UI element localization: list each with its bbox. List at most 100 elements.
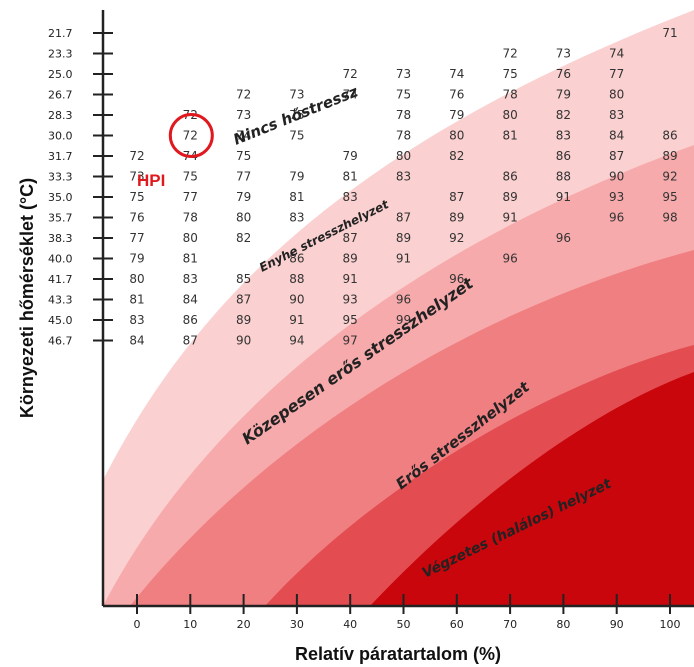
heat-index-value: 92 — [662, 170, 677, 184]
heat-index-value: 74 — [609, 47, 624, 61]
heat-index-value: 82 — [556, 108, 571, 122]
heat-index-value: 90 — [289, 293, 304, 307]
heat-index-value: 79 — [236, 190, 251, 204]
heat-index-value: 79 — [343, 149, 358, 163]
heat-index-value: 86 — [556, 149, 571, 163]
heat-index-value: 75 — [236, 149, 251, 163]
heat-index-value: 87 — [343, 231, 358, 245]
x-axis-title: Relatív páratartalom (%) — [295, 644, 501, 664]
y-tick-label: 21.7 — [48, 27, 73, 40]
heat-index-value: 72 — [129, 149, 144, 163]
heat-index-value: 77 — [129, 231, 144, 245]
heat-index-value: 77 — [609, 67, 624, 81]
y-tick-label: 41.7 — [48, 273, 73, 286]
heat-index-value: 74 — [449, 67, 464, 81]
heat-index-value: 79 — [129, 252, 144, 266]
heat-index-value: 84 — [609, 129, 624, 143]
heat-index-value: 74 — [343, 88, 358, 102]
heat-index-value: 83 — [289, 211, 304, 225]
hpi-highlight-circle — [168, 113, 214, 158]
heat-index-value: 83 — [343, 190, 358, 204]
heat-index-value: 81 — [502, 129, 517, 143]
x-tick-label: 30 — [290, 618, 304, 631]
heat-index-value: 78 — [183, 211, 198, 225]
heat-index-value: 79 — [556, 88, 571, 102]
heat-index-value: 89 — [502, 190, 517, 204]
heat-index-value: 93 — [609, 190, 624, 204]
x-tick-label: 0 — [134, 618, 141, 631]
heat-index-value: 87 — [183, 334, 198, 348]
heat-index-value: 72 — [343, 67, 358, 81]
heat-index-value: 95 — [343, 313, 358, 327]
x-tick-label: 40 — [343, 618, 357, 631]
heat-index-value: 97 — [343, 334, 358, 348]
zone-fatal-band — [370, 372, 694, 606]
heat-index-value: 90 — [609, 170, 624, 184]
heat-index-value: 84 — [183, 293, 198, 307]
heat-index-value: 93 — [343, 293, 358, 307]
heat-index-value: 78 — [502, 88, 517, 102]
y-tick-label: 46.7 — [48, 335, 73, 348]
y-tick-label: 30.0 — [48, 130, 73, 143]
heat-index-value: 74 — [236, 129, 251, 143]
heat-index-value: 96 — [609, 211, 624, 225]
heat-index-value: 92 — [449, 231, 464, 245]
heat-index-value: 89 — [236, 313, 251, 327]
heat-index-value: 91 — [502, 211, 517, 225]
heat-index-value: 89 — [343, 252, 358, 266]
heat-index-value: 72 — [183, 129, 198, 143]
heat-index-value: 82 — [449, 149, 464, 163]
x-tick-label: 10 — [183, 618, 197, 631]
heat-index-value: 87 — [236, 293, 251, 307]
heat-index-value: 96 — [449, 272, 464, 286]
y-tick-label: 23.3 — [48, 48, 73, 61]
heat-index-value: 95 — [662, 190, 677, 204]
x-tick-label: 80 — [556, 618, 570, 631]
heat-index-value: 72 — [502, 47, 517, 61]
x-axis-ticks: 0 10 20 30 40 50 60 70 80 90 100 — [134, 594, 681, 631]
y-tick-label: 35.0 — [48, 191, 73, 204]
y-tick-label: 31.7 — [48, 150, 73, 163]
heat-index-value: 72 — [236, 88, 251, 102]
y-tick-label: 25.0 — [48, 68, 73, 81]
heat-index-value: 99 — [396, 313, 411, 327]
heat-index-value: 76 — [449, 88, 464, 102]
x-tick-label: 60 — [450, 618, 464, 631]
heat-index-value: 75 — [289, 129, 304, 143]
heat-index-value: 86 — [502, 170, 517, 184]
heat-index-value: 80 — [236, 211, 251, 225]
heat-index-value: 86 — [183, 313, 198, 327]
heat-index-value: 81 — [343, 170, 358, 184]
heat-index-value: 73 — [236, 108, 251, 122]
heat-index-value: 78 — [396, 108, 411, 122]
heat-index-value: 88 — [556, 170, 571, 184]
heat-index-value: 87 — [449, 190, 464, 204]
heat-index-value: 77 — [236, 170, 251, 184]
heat-index-value: 89 — [396, 231, 411, 245]
heat-index-value: 76 — [129, 211, 144, 225]
heat-index-value: 80 — [183, 231, 198, 245]
y-tick-label: 28.3 — [48, 109, 73, 122]
heat-index-value: 79 — [449, 108, 464, 122]
heat-index-value: 77 — [183, 190, 198, 204]
y-tick-label: 35.7 — [48, 212, 73, 225]
heat-index-value: 90 — [236, 334, 251, 348]
heat-index-value: 84 — [129, 334, 144, 348]
heat-index-value: 75 — [183, 170, 198, 184]
heat-index-value: 75 — [396, 88, 411, 102]
heat-index-value: 83 — [183, 272, 198, 286]
heat-index-value: 89 — [449, 211, 464, 225]
heat-index-value: 85 — [236, 272, 251, 286]
heat-index-value: 98 — [662, 211, 677, 225]
x-tick-label: 100 — [660, 618, 681, 631]
hpi-label: HPI — [137, 171, 165, 190]
y-axis-title: Környezeti hőmérséklet (°C) — [17, 178, 37, 418]
heat-index-value: 73 — [556, 47, 571, 61]
y-tick-label: 45.0 — [48, 314, 73, 327]
heat-index-value: 91 — [289, 313, 304, 327]
heat-index-value: 91 — [343, 272, 358, 286]
heat-index-value: 83 — [396, 170, 411, 184]
heat-index-value: 75 — [129, 190, 144, 204]
heat-index-value: 81 — [289, 190, 304, 204]
